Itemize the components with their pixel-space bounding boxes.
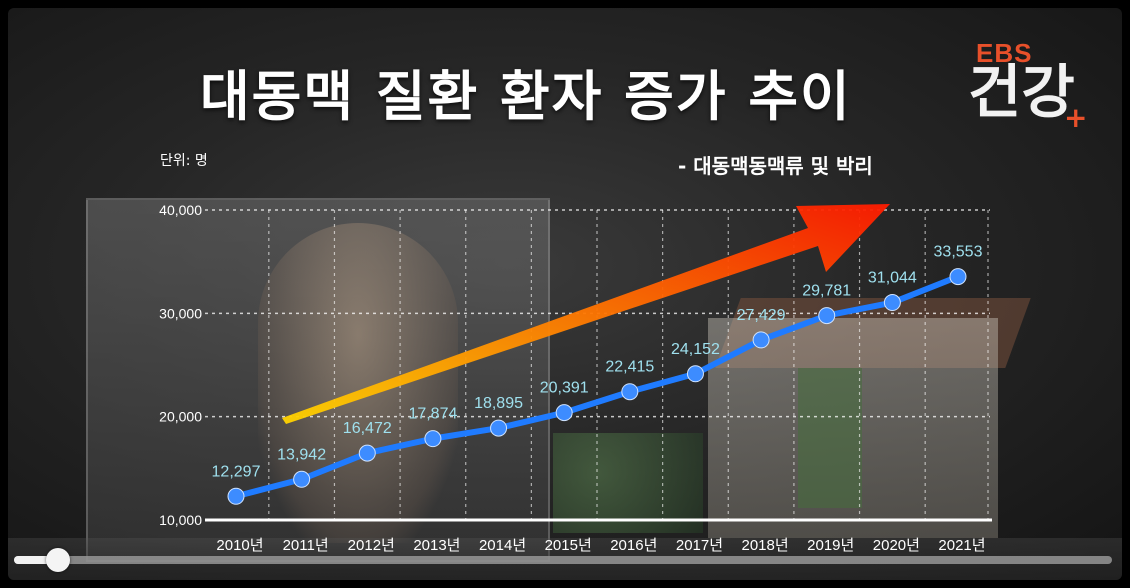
x-tick-label: 2021년	[938, 537, 985, 554]
data-point	[818, 307, 836, 325]
data-label: 31,044	[868, 270, 917, 287]
logo-plus: +	[1064, 101, 1088, 134]
data-label: 29,781	[802, 283, 851, 300]
data-label: 33,553	[934, 244, 983, 261]
y-tick-label: 10,000	[159, 512, 202, 528]
data-point	[293, 470, 311, 488]
background-house-door	[798, 368, 862, 508]
video-progress-fill	[14, 556, 58, 564]
data-label: 27,429	[737, 307, 786, 324]
x-tick-label: 2012년	[348, 537, 395, 554]
data-label: 12,297	[212, 463, 261, 480]
chart-subtitle: - 대동맥동맥류 및 박리	[678, 154, 873, 178]
chart-title: 대동맥 질환 환자 증가 추이	[200, 65, 852, 128]
data-point	[555, 404, 573, 422]
x-tick-label: 2013년	[413, 537, 460, 554]
x-tick-label: 2015년	[545, 537, 592, 554]
background-aorta-model	[258, 223, 458, 543]
data-point	[752, 331, 770, 349]
data-label: 22,415	[605, 359, 654, 376]
x-tick-label: 2016년	[610, 537, 657, 554]
data-label: 24,152	[671, 341, 720, 358]
x-tick-label: 2011년	[283, 537, 329, 554]
data-label: 13,942	[277, 446, 326, 463]
unit-label: 단위: 명	[160, 153, 208, 169]
x-tick-label: 2020년	[873, 537, 920, 554]
x-tick-label: 2014년	[479, 537, 526, 554]
data-point	[490, 419, 508, 437]
data-label: 17,874	[408, 406, 457, 423]
video-scrubber-handle[interactable]	[45, 548, 70, 572]
x-tick-label: 2010년	[216, 537, 263, 554]
data-label: 20,391	[540, 380, 589, 397]
data-label: 16,472	[343, 420, 392, 437]
data-point	[949, 268, 967, 286]
y-tick-label: 20,000	[159, 409, 202, 425]
logo-name: 건강	[968, 58, 1075, 126]
series-line	[233, 273, 961, 500]
x-tick-label: 2018년	[742, 537, 789, 554]
video-progress-bar[interactable]	[14, 548, 1112, 572]
y-tick-label: 30,000	[159, 305, 202, 321]
x-tick-label: 2019년	[807, 537, 854, 554]
logo-brand: EBS	[976, 38, 1033, 68]
data-point	[424, 430, 442, 448]
data-point	[686, 365, 704, 383]
trend-arrow	[282, 204, 890, 424]
data-label: 18,895	[474, 395, 523, 412]
ebs-health-logo: EBS 건강 +	[968, 38, 1098, 138]
background-garden	[553, 433, 703, 533]
data-point	[227, 487, 245, 505]
x-tick-label: 2017년	[676, 537, 723, 554]
video-frame	[8, 8, 1122, 580]
data-point	[621, 383, 639, 401]
y-tick-label: 40,000	[159, 202, 202, 218]
data-point	[883, 294, 901, 312]
data-point	[358, 444, 376, 462]
